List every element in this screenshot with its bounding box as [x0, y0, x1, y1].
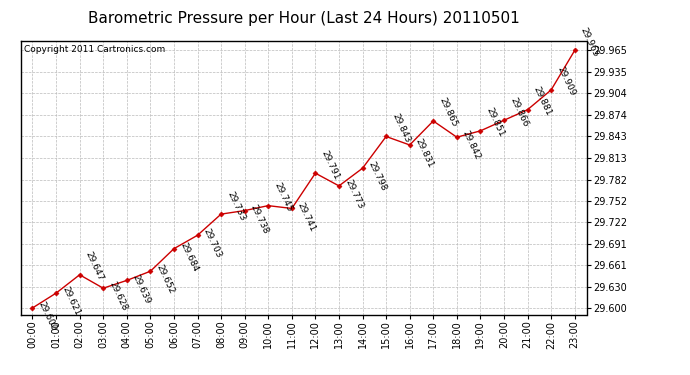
Text: 29.621: 29.621	[60, 285, 81, 318]
Text: Copyright 2011 Cartronics.com: Copyright 2011 Cartronics.com	[23, 45, 165, 54]
Text: 29.703: 29.703	[201, 227, 223, 260]
Text: 29.738: 29.738	[249, 203, 270, 235]
Text: 29.881: 29.881	[532, 85, 553, 117]
Text: 29.628: 29.628	[108, 280, 129, 313]
Text: 29.851: 29.851	[484, 106, 506, 139]
Text: 29.791: 29.791	[319, 148, 341, 181]
Text: 29.866: 29.866	[508, 96, 530, 128]
Text: 29.639: 29.639	[131, 273, 152, 305]
Text: Barometric Pressure per Hour (Last 24 Hours) 20110501: Barometric Pressure per Hour (Last 24 Ho…	[88, 11, 520, 26]
Text: 29.733: 29.733	[225, 190, 247, 222]
Text: 29.842: 29.842	[461, 129, 482, 162]
Text: 29.647: 29.647	[83, 251, 105, 283]
Text: 29.773: 29.773	[343, 178, 364, 210]
Text: 29.843: 29.843	[391, 112, 412, 144]
Text: 29.798: 29.798	[366, 160, 388, 193]
Text: 29.600: 29.600	[37, 300, 58, 333]
Text: 29.652: 29.652	[155, 264, 176, 296]
Text: 29.909: 29.909	[555, 65, 577, 98]
Text: 29.965: 29.965	[579, 26, 600, 58]
Text: 29.745: 29.745	[273, 181, 294, 213]
Text: 29.684: 29.684	[178, 241, 199, 273]
Text: 29.831: 29.831	[414, 137, 435, 170]
Text: 29.741: 29.741	[296, 201, 317, 233]
Text: 29.865: 29.865	[437, 96, 459, 129]
